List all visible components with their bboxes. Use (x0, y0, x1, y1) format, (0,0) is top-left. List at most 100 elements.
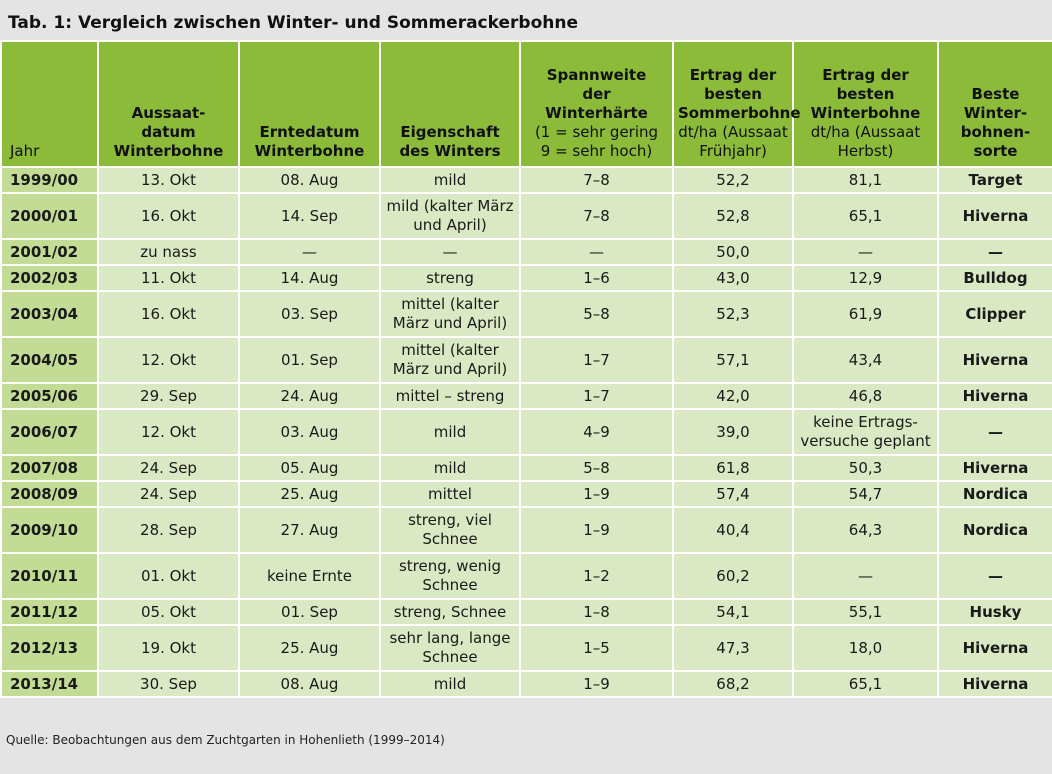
cell-eigenschaft: mittel (kalter März und April) (379, 336, 521, 384)
cell-aussaat: 19. Okt (97, 624, 240, 672)
cell-eigenschaft: mild (379, 166, 521, 194)
cell-eigenschaft: mild (379, 408, 521, 456)
cell-ertrag-winterbohne: 64,3 (792, 506, 939, 554)
header-sorte: Beste Winter-bohnen-sorte (937, 40, 1052, 168)
table-row: 2003/04 16. Okt 03. Sep mittel (kalter März… (0, 290, 1052, 338)
cell-ernte: 05. Aug (238, 454, 381, 482)
cell-ernte: 14. Aug (238, 264, 381, 292)
cell-ertrag-winterbohne: — (792, 552, 939, 600)
comparison-table: Jahr Aussaat-datum Winterbohne Erntedatum… (0, 40, 1052, 698)
cell-eigenschaft: sehr lang, lange Schnee (379, 624, 521, 672)
table-title: Tab. 1: Vergleich zwischen Winter- und S… (8, 13, 578, 33)
cell-ernte: 25. Aug (238, 624, 381, 672)
cell-sorte: Hiverna (937, 192, 1052, 240)
cell-aussaat: 12. Okt (97, 408, 240, 456)
cell-ernte: 03. Sep (238, 290, 381, 338)
cell-aussaat: 11. Okt (97, 264, 240, 292)
header-winterbohne: Ertrag der besten Winterbohne dt/ha (Aussa… (792, 40, 939, 168)
cell-sorte: Target (937, 166, 1052, 194)
cell-ertrag-sommerbohne: 57,1 (672, 336, 794, 384)
cell-aussaat: 05. Okt (97, 598, 240, 626)
cell-spannweite: 5–8 (519, 290, 674, 338)
table-row: 2006/07 12. Okt 03. Aug mild 4–9 39,0 keine Er… (0, 408, 1052, 456)
table-row: 2001/02 zu nass — — —50,0— — (0, 238, 1052, 266)
cell-jahr: 1999/00 (0, 166, 99, 194)
cell-ernte: 03. Aug (238, 408, 381, 456)
cell-eigenschaft: streng, viel Schnee (379, 506, 521, 554)
cell-ertrag-winterbohne: 65,1 (792, 192, 939, 240)
cell-spannweite: 7–8 (519, 192, 674, 240)
cell-ertrag-sommerbohne: 61,8 (672, 454, 794, 482)
cell-ertrag-sommerbohne: 52,8 (672, 192, 794, 240)
table-row: 2013/14 30. Sep 08. Aug mild 1–9 68,2 65,1 Hive… (0, 670, 1052, 698)
cell-aussaat: zu nass (97, 238, 240, 266)
cell-jahr: 2011/12 (0, 598, 99, 626)
table-row: 2007/08 24. Sep 05. Aug mild 5–8 61,8 50,3 Hive… (0, 454, 1052, 482)
cell-aussaat: 29. Sep (97, 382, 240, 410)
cell-spannweite: — (519, 238, 674, 266)
cell-ertrag-winterbohne: keine Ertrags- versuche geplant (792, 408, 939, 456)
cell-ertrag-sommerbohne: 52,2 (672, 166, 794, 194)
cell-ertrag-sommerbohne: 57,4 (672, 480, 794, 508)
cell-spannweite: 1–9 (519, 506, 674, 554)
cell-ernte: 08. Aug (238, 670, 381, 698)
cell-jahr: 2003/04 (0, 290, 99, 338)
cell-sorte: Bulldog (937, 264, 1052, 292)
header-sommerbohne: Ertrag der besten Sommerbohne dt/ha (Aussa… (672, 40, 801, 168)
cell-spannweite: 4–9 (519, 408, 674, 456)
header-spannweite: Spannweite der Winterhärte (1 = sehr gerin… (519, 40, 674, 168)
cell-ertrag-winterbohne: 55,1 (792, 598, 939, 626)
cell-spannweite: 1–2 (519, 552, 674, 600)
table-row: 2000/01 16. Okt 14. Sep mild (kalter März u… (0, 192, 1052, 240)
cell-eigenschaft: mittel – streng (379, 382, 521, 410)
cell-jahr: 2004/05 (0, 336, 99, 384)
cell-sorte: Nordica (937, 506, 1052, 554)
table-row: 1999/00 13. Okt 08. Aug mild 7–8 52,2 81,1 Targ… (0, 166, 1052, 194)
cell-sorte: Hiverna (937, 336, 1052, 384)
cell-ernte: 27. Aug (238, 506, 381, 554)
cell-sorte: — (937, 408, 1052, 456)
cell-jahr: 2005/06 (0, 382, 99, 410)
table-row: 2011/12 05. Okt 01. Sep streng, Schnee 1–8 54… (0, 598, 1052, 626)
cell-jahr: 2007/08 (0, 454, 99, 482)
cell-ertrag-sommerbohne: 54,1 (672, 598, 794, 626)
cell-spannweite: 1–5 (519, 624, 674, 672)
cell-ernte: — (238, 238, 381, 266)
cell-eigenschaft: mild (379, 454, 521, 482)
cell-ernte: 01. Sep (238, 598, 381, 626)
cell-eigenschaft: streng, wenig Schnee (379, 552, 521, 600)
cell-spannweite: 1–7 (519, 382, 674, 410)
cell-spannweite: 1–7 (519, 336, 674, 384)
cell-jahr: 2009/10 (0, 506, 99, 554)
cell-aussaat: 28. Sep (97, 506, 240, 554)
cell-ertrag-winterbohne: 54,7 (792, 480, 939, 508)
cell-eigenschaft: mittel (379, 480, 521, 508)
cell-sorte: Clipper (937, 290, 1052, 338)
cell-eigenschaft: streng (379, 264, 521, 292)
cell-ertrag-winterbohne: 46,8 (792, 382, 939, 410)
cell-ertrag-sommerbohne: 68,2 (672, 670, 794, 698)
cell-ernte: 24. Aug (238, 382, 381, 410)
cell-aussaat: 30. Sep (97, 670, 240, 698)
cell-ertrag-sommerbohne: 50,0 (672, 238, 794, 266)
cell-ertrag-winterbohne: 65,1 (792, 670, 939, 698)
table-row: 2009/10 28. Sep 27. Aug streng, viel Schnee… (0, 506, 1052, 554)
cell-aussaat: 01. Okt (97, 552, 240, 600)
cell-spannweite: 1–6 (519, 264, 674, 292)
cell-spannweite: 1–9 (519, 480, 674, 508)
cell-aussaat: 16. Okt (97, 192, 240, 240)
cell-ernte: 14. Sep (238, 192, 381, 240)
header-ernte: Erntedatum Winterbohne (238, 40, 381, 168)
cell-sorte: Hiverna (937, 670, 1052, 698)
table-row: 2002/03 11. Okt 14. Aug streng 1–6 43,0 12,9 Bu… (0, 264, 1052, 292)
cell-sorte: — (937, 552, 1052, 600)
cell-ernte: keine Ernte (238, 552, 381, 600)
cell-spannweite: 7–8 (519, 166, 674, 194)
cell-jahr: 2013/14 (0, 670, 99, 698)
cell-spannweite: 1–9 (519, 670, 674, 698)
header-aussaat: Aussaat-datum Winterbohne (97, 40, 240, 168)
cell-ernte: 01. Sep (238, 336, 381, 384)
cell-eigenschaft: mittel (kalter März und April) (379, 290, 521, 338)
cell-ertrag-sommerbohne: 43,0 (672, 264, 794, 292)
cell-aussaat: 13. Okt (97, 166, 240, 194)
